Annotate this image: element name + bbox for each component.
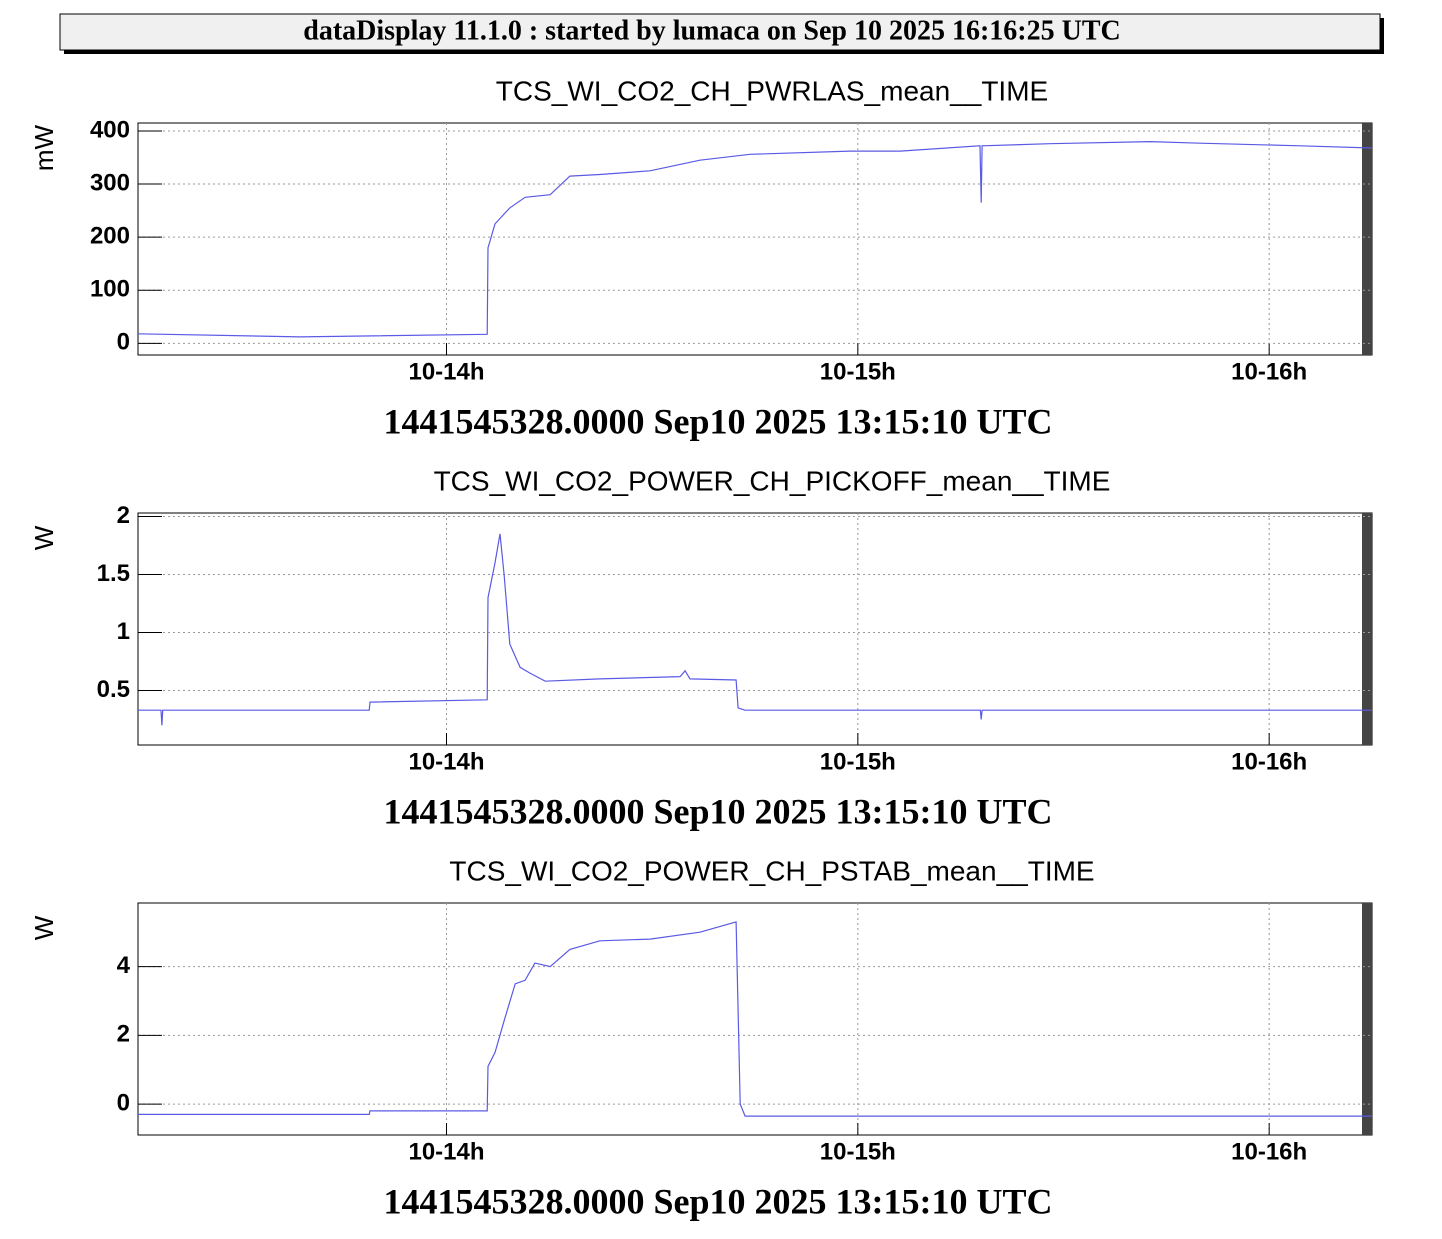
y-tick-label: 1.5	[97, 560, 130, 587]
chart-title: TCS_WI_CO2_POWER_CH_PICKOFF_mean__TIME	[434, 465, 1111, 496]
y-tick-label: 4	[117, 952, 131, 979]
edge-strip	[1362, 903, 1372, 1135]
plot-frame	[137, 902, 1373, 1136]
header-title: dataDisplay 11.1.0 : started by lumaca o…	[303, 15, 1120, 46]
plot-frame	[137, 512, 1373, 746]
chart-title: TCS_WI_CO2_POWER_CH_PSTAB_mean__TIME	[449, 855, 1094, 886]
y-tick-label: 300	[90, 169, 130, 196]
edge-strip	[1362, 123, 1372, 355]
y-tick-label: 400	[90, 116, 130, 143]
x-tick-label: 10-15h	[820, 358, 896, 385]
y-axis-label: W	[29, 915, 59, 940]
x-tick-label: 10-16h	[1231, 748, 1307, 775]
data-line	[138, 921, 1372, 1117]
header-box	[59, 13, 1381, 51]
y-tick-label: 1	[117, 618, 130, 645]
data-line	[138, 533, 1372, 726]
x-axis-label: 1441545328.0000 Sep10 2025 13:15:10 UTC	[383, 791, 1052, 831]
y-tick-label: 0	[117, 329, 130, 356]
x-axis-label: 1441545328.0000 Sep10 2025 13:15:10 UTC	[383, 1181, 1052, 1221]
x-tick-label: 10-16h	[1231, 1138, 1307, 1165]
x-tick-label: 10-14h	[408, 358, 484, 385]
y-axis-label: mW	[29, 124, 59, 171]
y-tick-label: 0.5	[97, 676, 130, 703]
y-axis-label: W	[29, 525, 59, 550]
data-line	[137, 140, 1373, 338]
y-tick-label: 100	[90, 276, 130, 303]
plot-frame	[137, 122, 1373, 356]
x-tick-label: 10-15h	[820, 748, 896, 775]
x-axis-label: 1441545328.0000 Sep10 2025 13:15:10 UTC	[383, 401, 1052, 441]
x-tick-label: 10-16h	[1231, 358, 1307, 385]
y-tick-label: 2	[117, 502, 130, 529]
x-tick-label: 10-14h	[408, 748, 484, 775]
x-tick-label: 10-15h	[820, 1138, 896, 1165]
y-tick-label: 200	[90, 222, 130, 249]
x-tick-label: 10-14h	[408, 1138, 484, 1165]
chart-title: TCS_WI_CO2_CH_PWRLAS_mean__TIME	[496, 75, 1048, 106]
edge-strip	[1362, 513, 1372, 745]
y-tick-label: 2	[117, 1021, 130, 1048]
y-tick-label: 0	[117, 1089, 130, 1116]
